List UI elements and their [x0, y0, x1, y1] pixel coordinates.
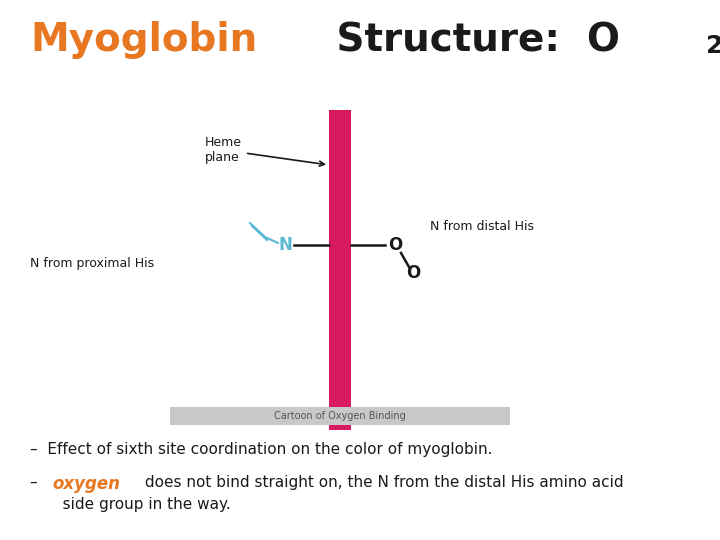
- Text: N: N: [278, 236, 292, 254]
- Text: Fe: Fe: [329, 236, 351, 254]
- Text: N from proximal His: N from proximal His: [30, 256, 154, 269]
- Text: does not bind straight on, the N from the distal His amino acid: does not bind straight on, the N from th…: [140, 475, 624, 490]
- Text: O: O: [406, 264, 420, 282]
- Bar: [170, 407, 510, 425]
- Text: oxygen: oxygen: [53, 475, 120, 493]
- Text: 2: 2: [706, 34, 720, 58]
- Text: –: –: [30, 475, 48, 490]
- Text: N from distal His: N from distal His: [430, 220, 534, 233]
- Bar: [329, 110, 351, 430]
- Text: Cartoon of Oxygen Binding: Cartoon of Oxygen Binding: [274, 411, 406, 421]
- Text: O: O: [388, 236, 402, 254]
- Text: –  Effect of sixth site coordination on the color of myoglobin.: – Effect of sixth site coordination on t…: [30, 442, 492, 457]
- Text: Heme
plane: Heme plane: [205, 136, 325, 166]
- Text: side group in the way.: side group in the way.: [48, 497, 230, 512]
- Text: Structure:  O: Structure: O: [323, 21, 620, 59]
- Text: Myoglobin: Myoglobin: [30, 21, 257, 59]
